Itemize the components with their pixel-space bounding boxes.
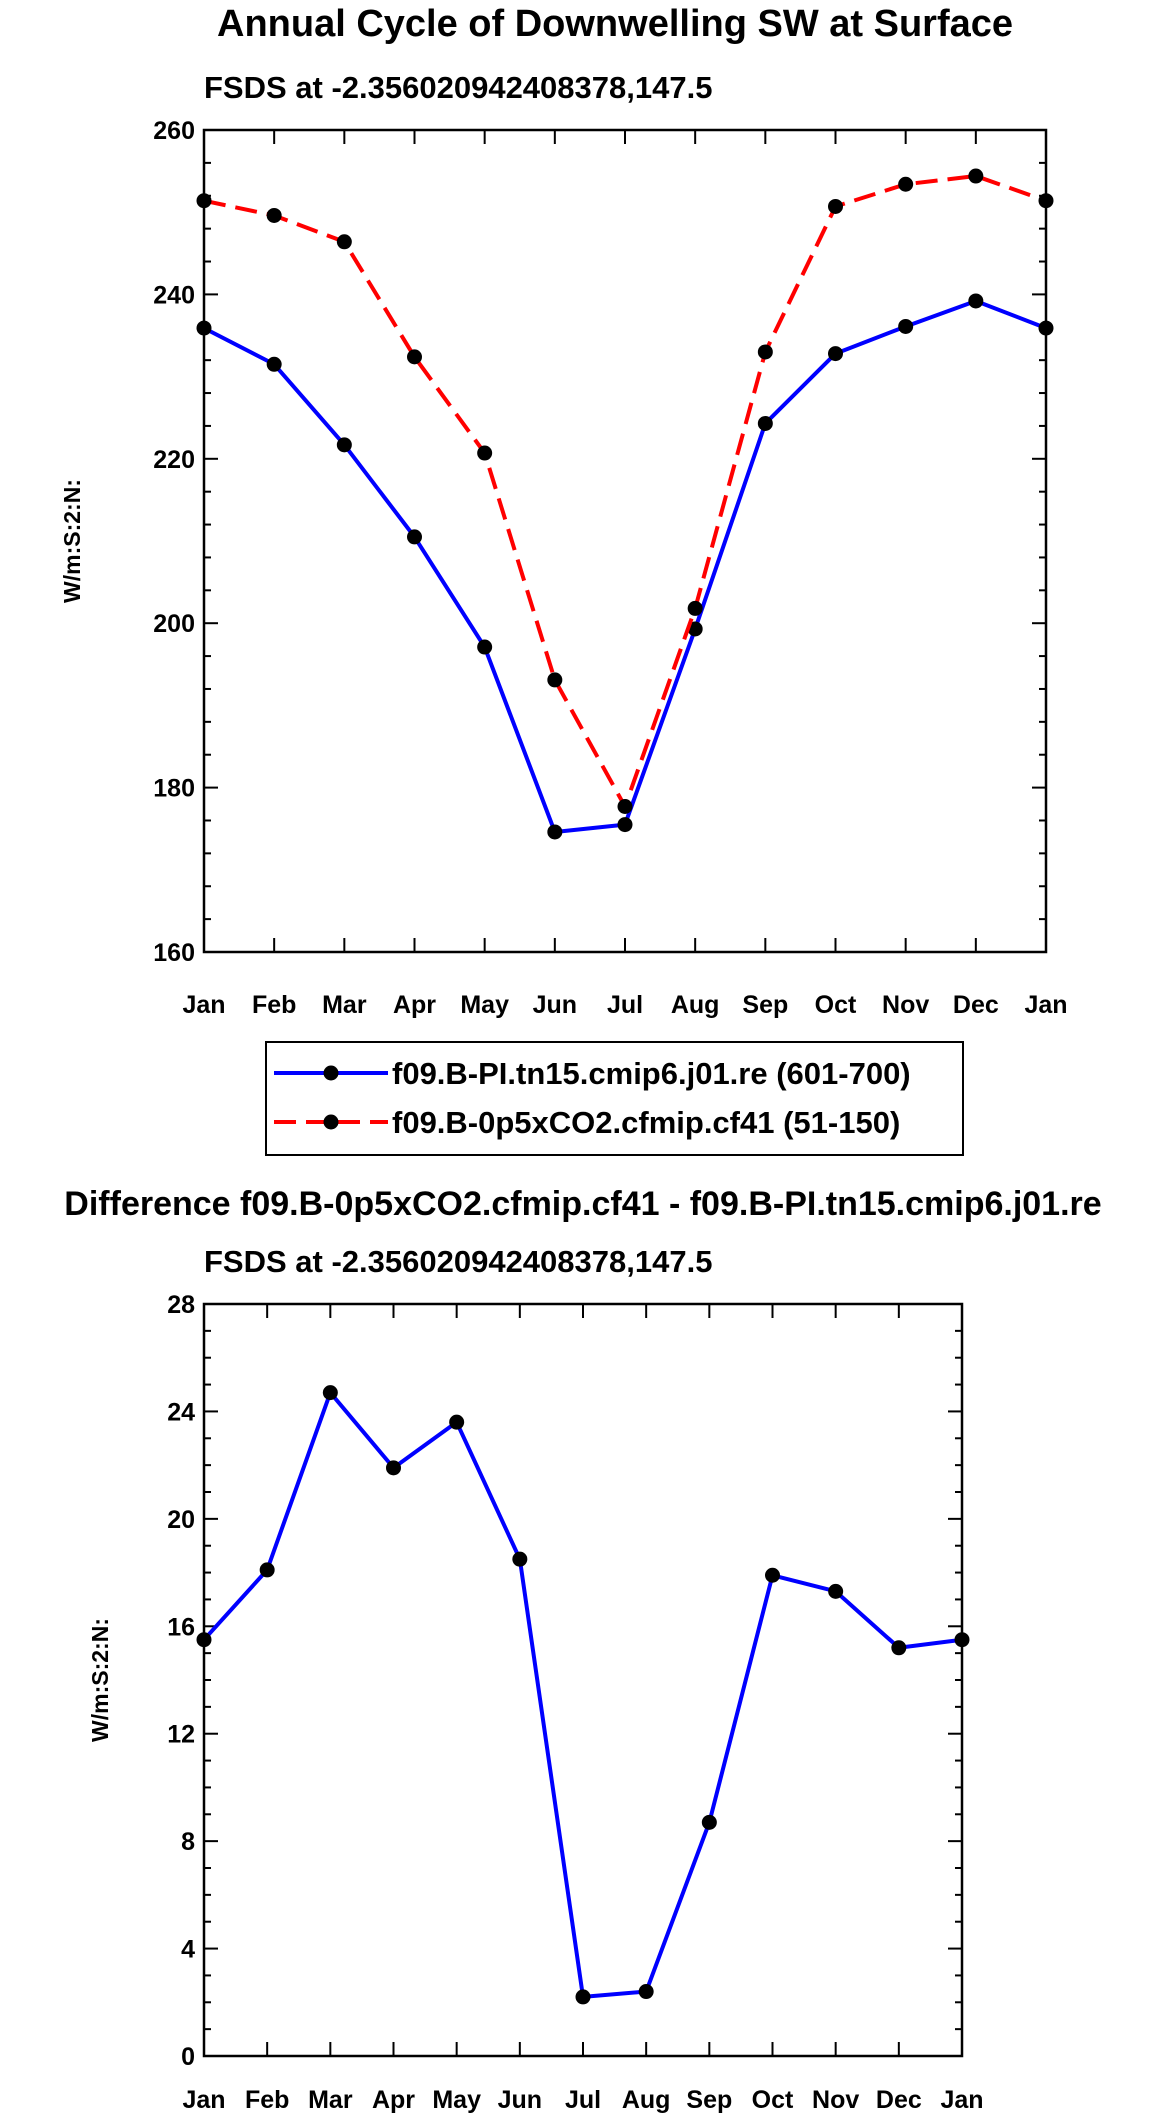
chart1-xtick-label: Sep (742, 991, 788, 1019)
chart2-xtick-label: Feb (245, 2086, 289, 2114)
chart1-xtick-label: Aug (671, 991, 720, 1019)
chart2-series-1-point (196, 1632, 212, 1648)
chart1-series-1-point (407, 529, 422, 545)
chart2-subtitle: FSDS at -2.356020942408378,147.5 (204, 1244, 712, 1279)
chart2-xtick-label: Nov (812, 2086, 859, 2114)
chart2-xtick-label: May (432, 2086, 481, 2114)
chart2-series-1-point (828, 1583, 844, 1599)
chart1-ylabel: W/m:S:2:N: (59, 479, 85, 603)
chart1-series-1-point (828, 346, 843, 362)
chart1-title: Annual Cycle of Downwelling SW at Surfac… (217, 3, 1013, 45)
chart1-series-2-point (617, 799, 633, 815)
chart2-xtick-label: Jul (565, 2086, 601, 2114)
chart2-series-1-point (259, 1562, 275, 1578)
chart2-ytick-label: 24 (167, 1398, 195, 1426)
chart1-xtick-label: Jan (182, 991, 225, 1019)
chart1-xtick-label: Dec (953, 991, 999, 1019)
chart1-series-1-point (968, 293, 984, 309)
chart2-series-1-line (202, 1390, 963, 1999)
chart1-xtick-label: Jun (533, 991, 577, 1019)
chart2-plot-frame (202, 1302, 964, 2058)
chart2-xtick-label: Jun (498, 2086, 542, 2114)
chart2-xtick-label: Apr (372, 2086, 415, 2114)
chart2-series-1-point (638, 1984, 654, 2000)
chart1-series-2-point (1038, 193, 1054, 209)
chart1-series-2-point (266, 207, 282, 223)
chart1-series-1-point (266, 356, 282, 372)
chart2-series-1-point (701, 1814, 717, 1830)
chart2-series-1-point (322, 1385, 338, 1401)
chart1-series-1-point (1038, 320, 1054, 336)
chart1-series-2-point (687, 600, 703, 616)
chart2-series-1-point (891, 1640, 907, 1656)
chart1-xtick-label: Apr (393, 991, 436, 1019)
chart1-xtick-label: Feb (252, 991, 296, 1019)
chart1-ytick-label: 180 (153, 775, 195, 803)
chart1-series-2-point (196, 193, 212, 209)
chart1-series-1-point (898, 318, 914, 334)
chart1-series-1-point (477, 639, 493, 655)
chart1-subtitle: FSDS at -2.356020942408378,147.5 (204, 70, 712, 105)
chart1-series-1-point (196, 320, 212, 336)
chart2-series-1-point (954, 1632, 970, 1648)
chart1-series-2-line (203, 174, 1047, 809)
chart2-ylabel: W/m:S:2:N: (87, 1618, 113, 1742)
chart2-ytick-label: 4 (181, 1936, 195, 1964)
chart2-xtick-label: Sep (686, 2086, 732, 2114)
chart1-series-2-point (898, 176, 914, 192)
chart1-legend-label-1: f09.B-PI.tn15.cmip6.j01.re (601-700) (392, 1056, 911, 1091)
chart2-ytick-label: 28 (167, 1291, 195, 1319)
chart1-series-1-line (203, 298, 1047, 834)
chart1-series-1-point (757, 415, 773, 431)
chart1-series-2-point (336, 234, 352, 250)
chart1-xtick-label: May (460, 991, 509, 1019)
chart2-ytick-label: 0 (181, 2043, 195, 2071)
chart2-series-1-point (512, 1551, 528, 1567)
chart2-series-1-point (575, 1989, 591, 2005)
chart1-series-1-point (336, 437, 352, 453)
chart1-series-2-point (477, 445, 493, 461)
chart1-series-2-point (968, 168, 984, 184)
chart1-series-2-point (407, 349, 422, 365)
chart2-xtick-label: Jan (182, 2086, 225, 2114)
chart2-series-1-point (386, 1460, 401, 1476)
chart2-title: Difference f09.B-0p5xCO2.cfmip.cf41 - f0… (64, 1185, 1101, 1223)
chart2-ytick-label: 16 (167, 1613, 195, 1641)
chart1-ytick-label: 260 (153, 117, 195, 145)
chart1-series-1-point (617, 817, 633, 833)
chart1-ytick-label: 160 (153, 939, 195, 967)
chart1-series-1-point (687, 621, 703, 637)
chart1-series-2-point (757, 344, 773, 360)
chart1-legend-marker-2 (323, 1114, 339, 1130)
chart1-legend-label-2: f09.B-0p5xCO2.cfmip.cf41 (51-150) (392, 1105, 900, 1140)
chart1-series-2-point (828, 198, 843, 214)
chart2-series-1-point (765, 1567, 780, 1583)
chart1-ytick-label: 240 (153, 281, 195, 309)
chart2-xtick-label: Mar (308, 2086, 353, 2114)
chart2-ytick-label: 8 (181, 1828, 195, 1856)
chart1-xtick-label: Oct (815, 991, 857, 1019)
chart1-xtick-label: Jan (1024, 991, 1067, 1019)
chart1-series-1-point (547, 824, 563, 840)
chart1-legend-box (265, 1041, 964, 1156)
chart1-xtick-label: Jul (607, 991, 643, 1019)
chart2-xtick-label: Jan (940, 2086, 983, 2114)
chart2-ytick-label: 20 (167, 1506, 195, 1534)
chart1-ytick-label: 200 (153, 610, 195, 638)
chart1-xtick-label: Mar (322, 991, 367, 1019)
chart1-ytick-label: 220 (153, 446, 195, 474)
chart2-xtick-label: Dec (876, 2086, 922, 2114)
chart1-legend-marker-1 (323, 1065, 339, 1081)
chart2-xtick-label: Aug (622, 2086, 671, 2114)
chart1-series-2-point (547, 672, 563, 688)
chart2-series-1-point (449, 1414, 465, 1430)
chart1-xtick-label: Nov (882, 991, 929, 1019)
chart2-ytick-label: 12 (167, 1721, 195, 1749)
chart2-xtick-label: Oct (752, 2086, 794, 2114)
